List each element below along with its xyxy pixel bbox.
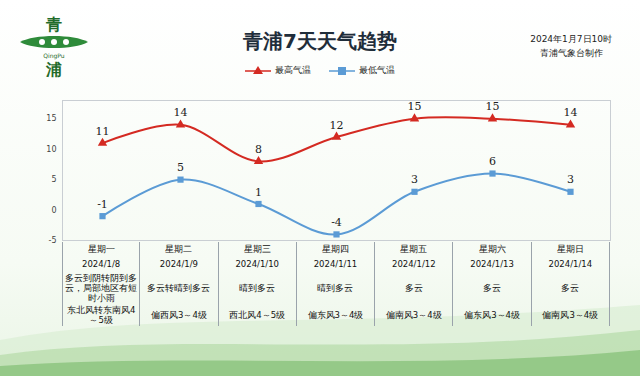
html-text:偏东风3～4级: 偏东风3～4级 (464, 310, 520, 320)
html-text:星期五: 星期五 (400, 244, 428, 254)
svg-text:5: 5 (177, 161, 184, 174)
html-text:2024/1/11: 2024/1/11 (313, 259, 358, 269)
html-text:偏南风3～4级: 偏南风3～4级 (542, 310, 599, 320)
html-text:星期二: 星期二 (165, 244, 193, 254)
svg-text:14: 14 (174, 106, 188, 119)
svg-text:QingPu: QingPu (43, 52, 65, 60)
svg-text:12: 12 (330, 119, 344, 132)
svg-text:青: 青 (45, 15, 62, 34)
svg-text:15: 15 (486, 100, 500, 113)
html-text:星期六: 星期六 (478, 244, 506, 254)
svg-text:15: 15 (408, 100, 422, 113)
svg-text:1: 1 (255, 185, 262, 198)
html-text:2024/1/12: 2024/1/12 (392, 259, 436, 269)
html-text:2024/1/14: 2024/1/14 (548, 259, 593, 269)
svg-text:3: 3 (567, 173, 574, 186)
svg-text:11: 11 (96, 125, 110, 138)
html-text:偏东风3～4级: 偏东风3～4级 (307, 310, 364, 320)
html-text:星期四: 星期四 (322, 244, 349, 254)
svg-text:10: 10 (46, 145, 56, 154)
svg-text:3: 3 (411, 173, 418, 186)
html-text:多云: 多云 (483, 283, 502, 293)
svg-text:-1: -1 (97, 198, 108, 211)
html-text:2024/1/13: 2024/1/13 (470, 259, 514, 269)
html-text:2024/1/10: 2024/1/10 (235, 259, 279, 269)
html-text:2024/1/9: 2024/1/9 (159, 259, 198, 269)
svg-text:8: 8 (255, 143, 262, 156)
html-text:多云: 多云 (561, 283, 580, 293)
svg-text:6: 6 (489, 155, 496, 168)
html-text:青浦7天天气趋势: 青浦7天天气趋势 (243, 29, 397, 53)
svg-text:-4: -4 (331, 216, 342, 229)
svg-text:-5: -5 (49, 236, 57, 245)
svg-text:14: 14 (564, 106, 578, 119)
html-text:东北风转东南风4～5级: 东北风转东南风4～5级 (66, 305, 136, 325)
html-text:最高气温: 最高气温 (275, 65, 311, 75)
html-text:多云到阴转阴到多云，局部地区有短时小雨: 多云到阴转阴到多云，局部地区有短时小雨 (65, 273, 138, 303)
html-text:多云转晴到多云: 多云转晴到多云 (147, 283, 211, 293)
html-text:星期一: 星期一 (87, 244, 115, 254)
html-text:偏西风3～4级: 偏西风3～4级 (151, 310, 207, 320)
html-text:星期三: 星期三 (243, 244, 271, 254)
html-text:偏南风3～4级: 偏南风3～4级 (385, 310, 442, 320)
html-text:2024/1/8: 2024/1/8 (82, 259, 121, 269)
svg-text:0: 0 (51, 206, 56, 215)
html-text:最低气温: 最低气温 (359, 65, 395, 75)
html-text:晴到多云: 晴到多云 (317, 283, 354, 293)
html-text:青浦气象台制作: 青浦气象台制作 (539, 48, 603, 58)
html-text:多云: 多云 (404, 283, 423, 293)
html-text:2024年1月7日10时: 2024年1月7日10时 (530, 34, 612, 44)
html-text:晴到多云: 晴到多云 (239, 283, 276, 293)
svg-text:浦: 浦 (45, 60, 62, 78)
html-text:星期日: 星期日 (556, 244, 584, 254)
svg-text:5: 5 (51, 175, 56, 184)
svg-text:15: 15 (46, 114, 56, 123)
html-text:西北风4～5级: 西北风4～5级 (229, 310, 286, 320)
